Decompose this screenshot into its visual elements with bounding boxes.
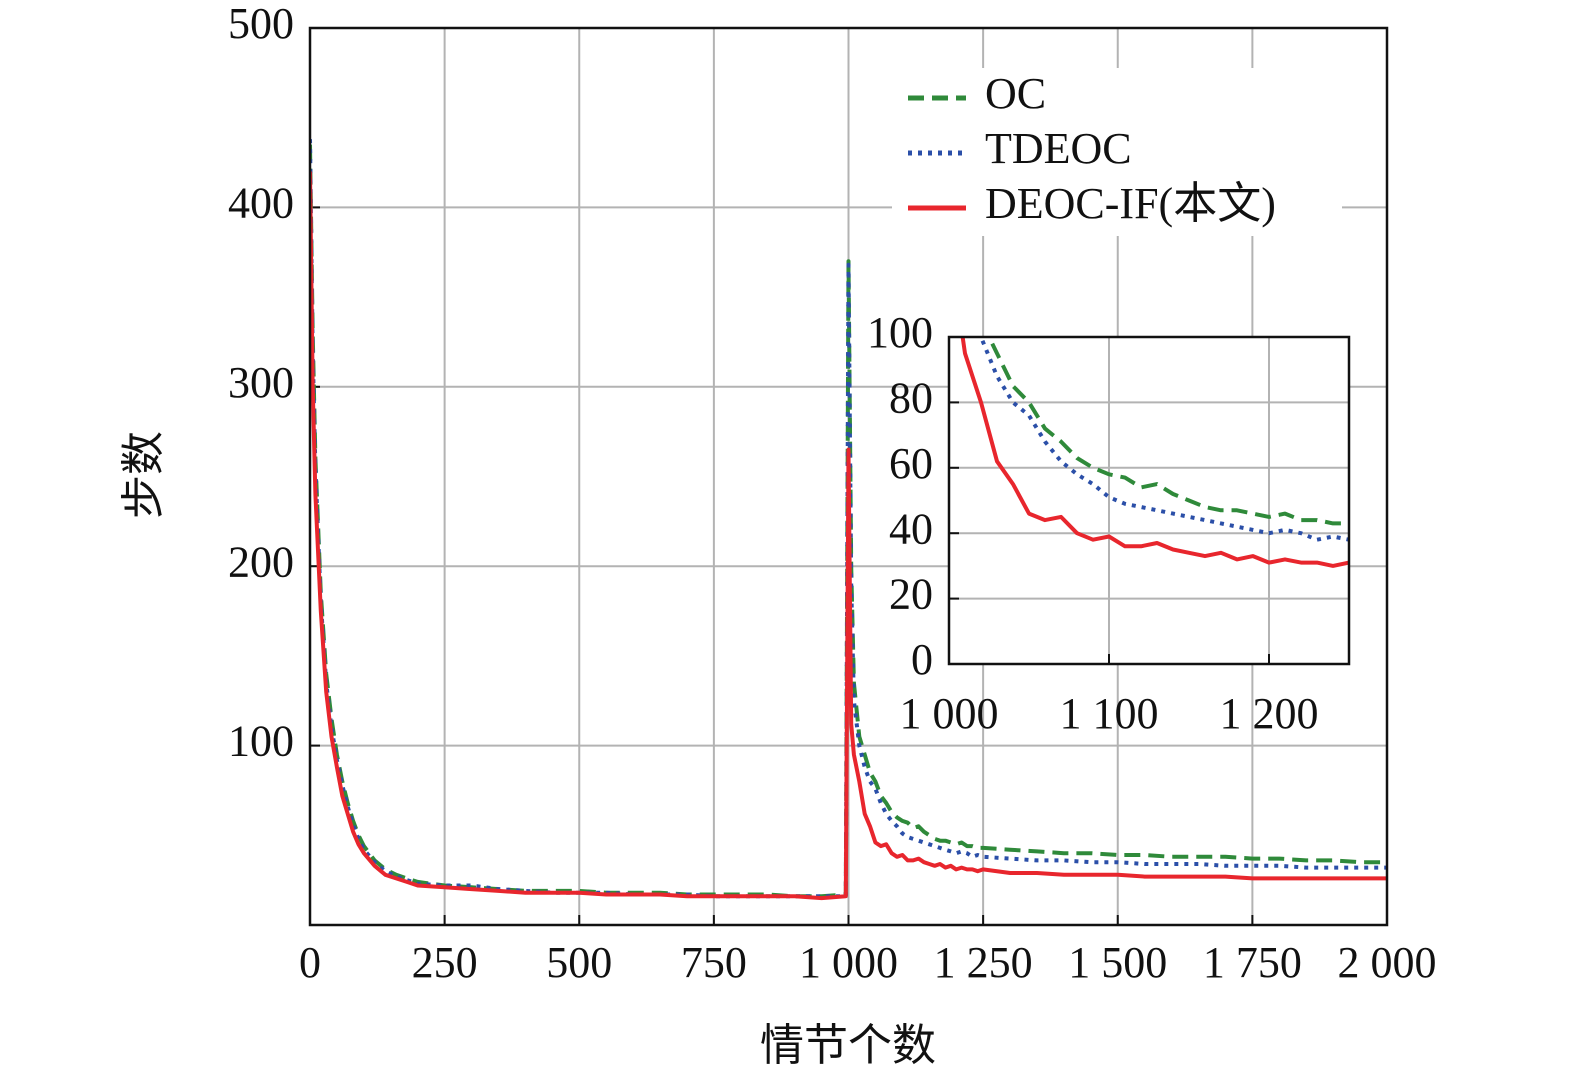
y-axis-label: 步数 (119, 431, 168, 519)
x-tick-label: 1 000 (799, 938, 898, 987)
x-tick-label: 750 (681, 938, 747, 987)
plot-frame (947, 335, 1351, 666)
series-line (310, 139, 1387, 899)
x-axis-label: 情节个数 (760, 1021, 936, 1070)
legend-label: OC (985, 69, 1046, 118)
y-tick-label: 100 (228, 717, 294, 766)
x-tick-label: 1 200 (1220, 689, 1319, 738)
plot-lines (310, 139, 1387, 901)
x-tick-label: 1 500 (1068, 938, 1167, 987)
y-tick-label: 300 (228, 358, 294, 407)
x-tick-label: 1 750 (1203, 938, 1302, 987)
x-tick-label: 1 250 (934, 938, 1033, 987)
y-tick-label: 200 (228, 537, 294, 586)
x-tick-label: 0 (299, 938, 321, 987)
y-tick-label: 100 (867, 308, 933, 357)
y-tick-label: 60 (889, 439, 933, 488)
series-line (986, 337, 1349, 526)
inset-background (949, 337, 1349, 664)
plot-frame (308, 26, 1389, 927)
x-tick-label: 1 000 (900, 689, 999, 738)
series-line (310, 144, 1387, 899)
x-tick-label: 1 100 (1060, 689, 1159, 738)
x-tick-label: 2 000 (1338, 938, 1437, 987)
legend-label: TDEOC (985, 124, 1132, 173)
y-tick-label: 80 (889, 373, 933, 422)
plot-lines (960, 337, 1349, 568)
legend-box (892, 68, 1342, 236)
series-line (960, 337, 1349, 568)
y-tick-label: 40 (889, 504, 933, 553)
legend-label: DEOC-IF(本文) (985, 179, 1276, 228)
y-tick-label: 20 (889, 570, 933, 619)
y-tick-label: 0 (911, 635, 933, 684)
y-tick-label: 500 (228, 0, 294, 48)
series-line (310, 171, 1387, 901)
x-tick-label: 250 (412, 938, 478, 987)
y-tick-label: 400 (228, 178, 294, 227)
x-tick-label: 500 (546, 938, 612, 987)
